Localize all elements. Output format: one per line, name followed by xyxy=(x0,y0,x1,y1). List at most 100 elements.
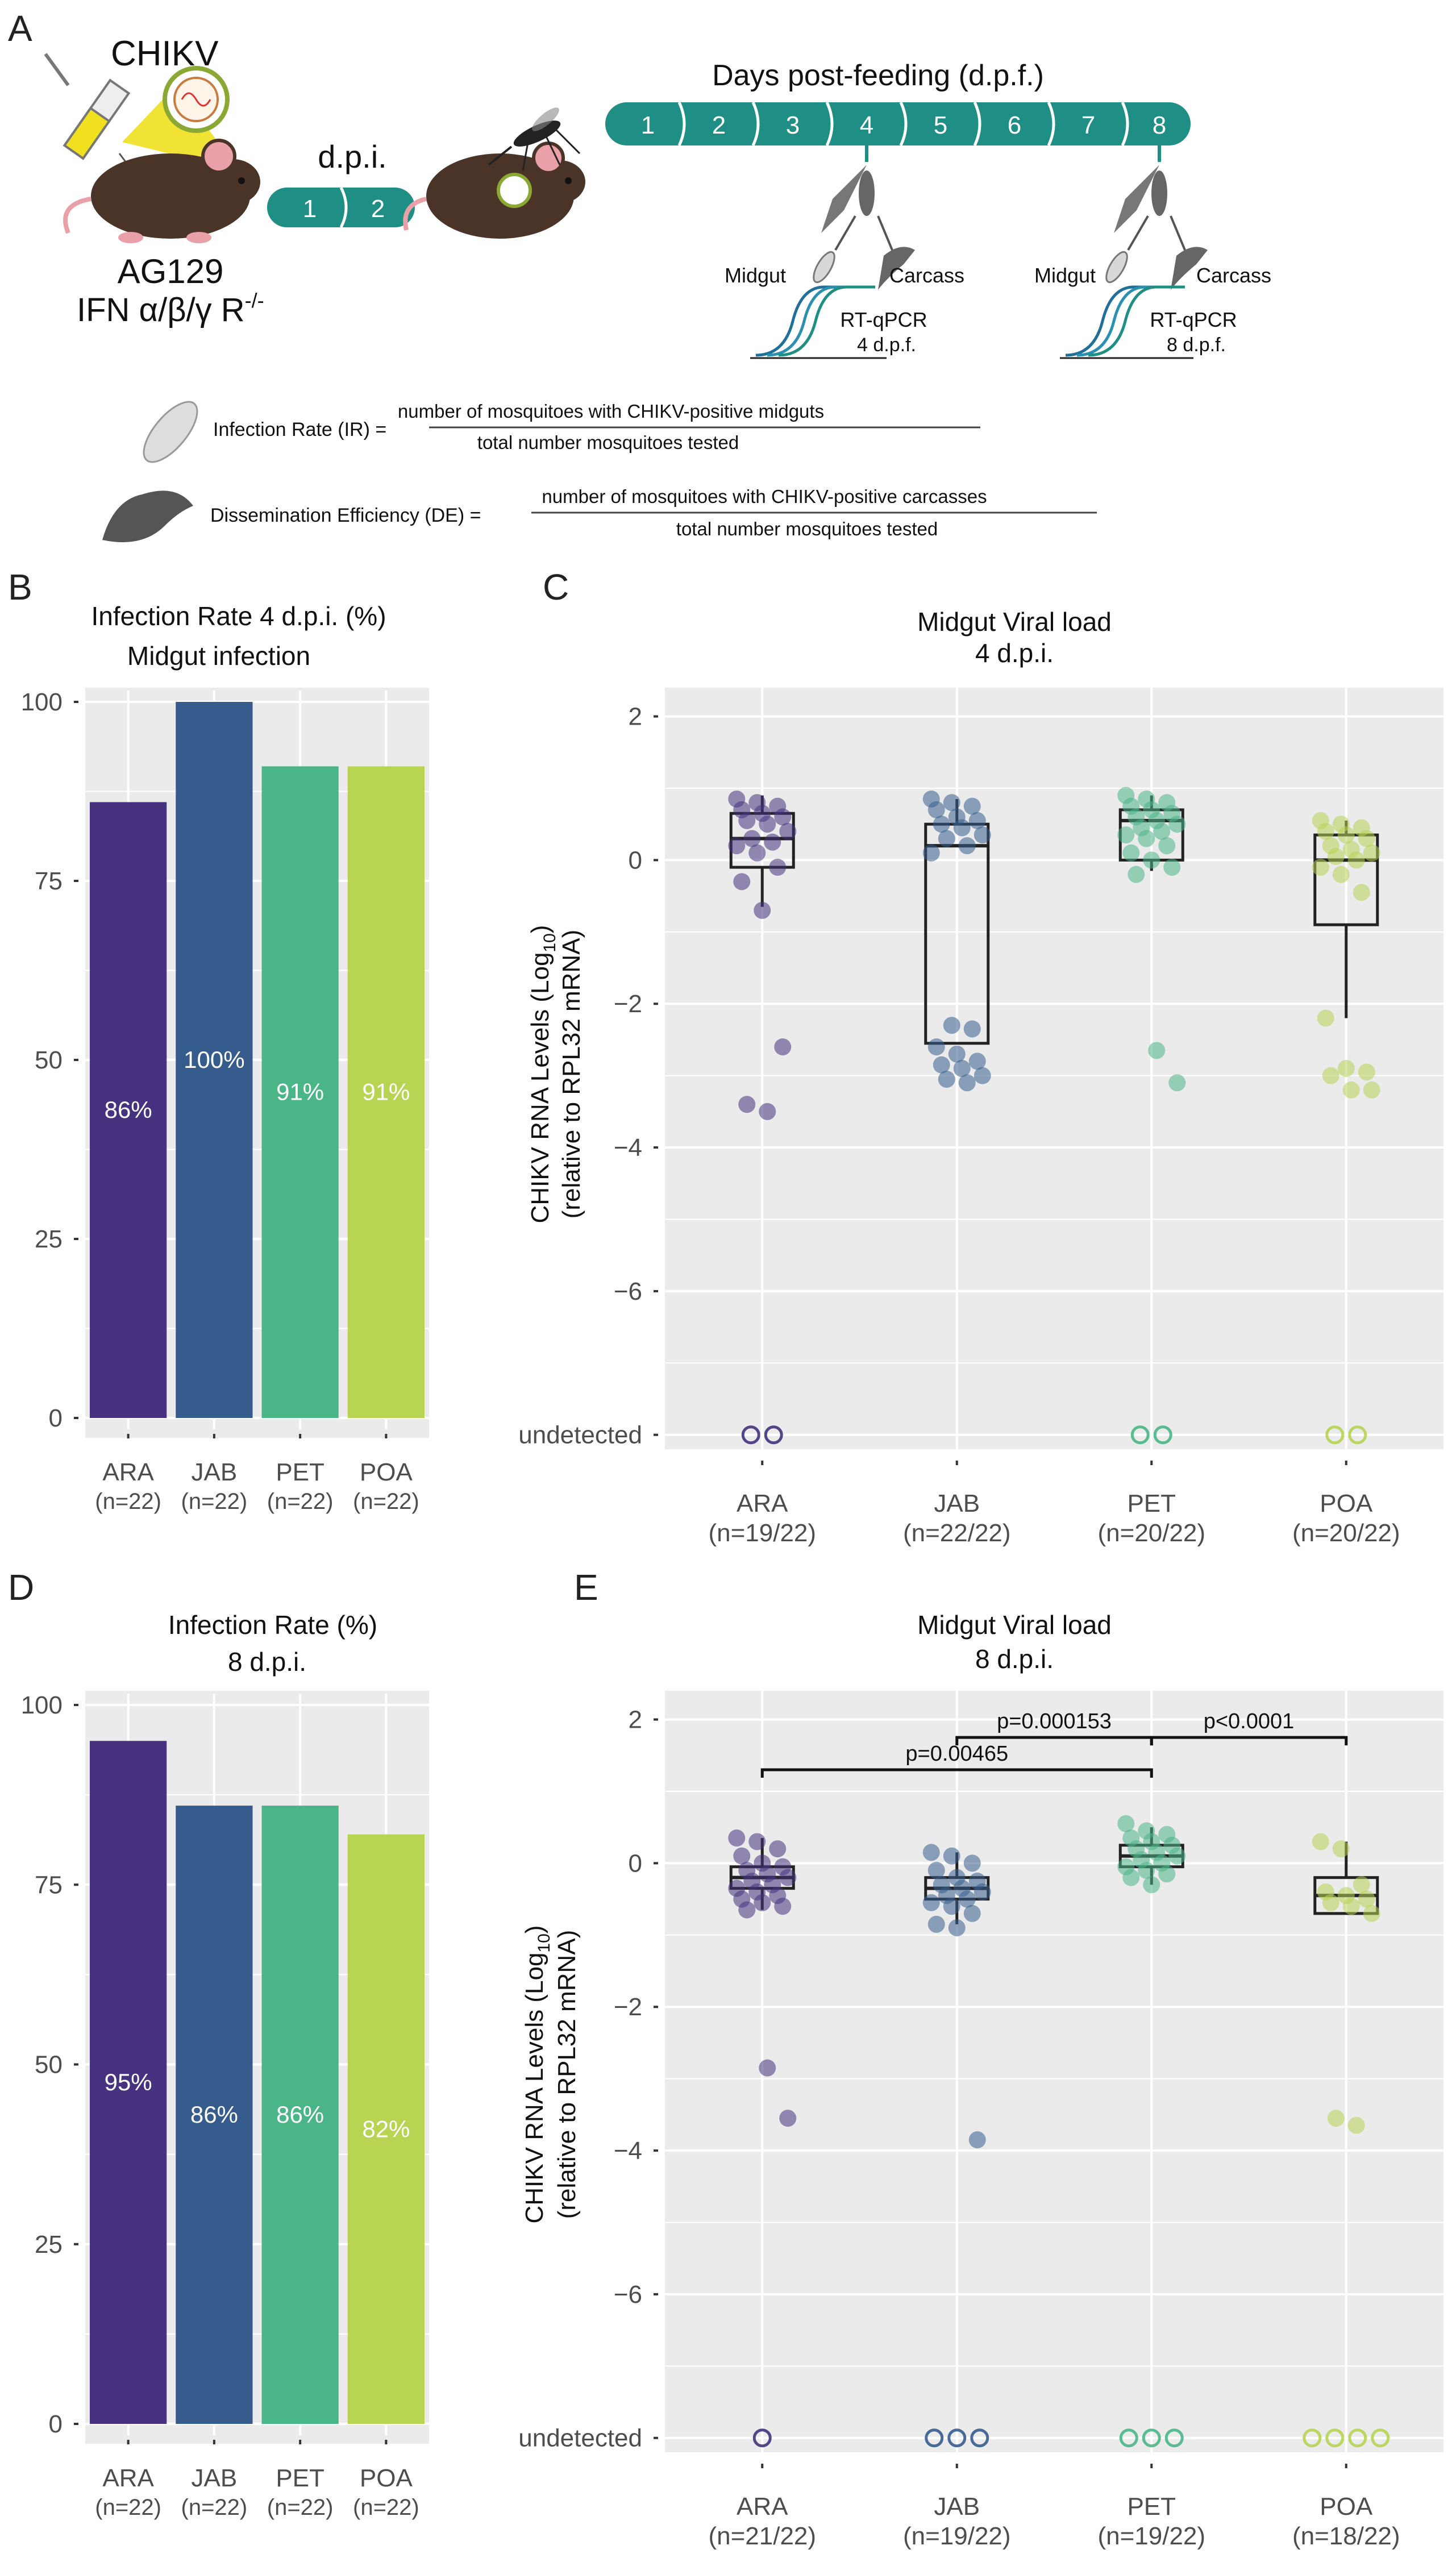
data-point xyxy=(922,1844,940,1861)
data-point xyxy=(974,826,991,844)
data-point-undetected xyxy=(925,2428,944,2448)
data-point xyxy=(1143,851,1160,869)
ir-numerator: number of mosquitoes with CHIKV-positive… xyxy=(398,401,824,422)
data-point xyxy=(1358,1063,1375,1081)
data-point xyxy=(938,1070,955,1088)
data-point xyxy=(1353,884,1370,901)
x-tick-label: POA xyxy=(360,1458,413,1486)
bar-data-label: 100% xyxy=(184,1046,244,1073)
data-point xyxy=(738,1096,756,1113)
data-point xyxy=(1138,830,1155,847)
data-point xyxy=(774,1898,792,1915)
rtqpcr-curves-icon xyxy=(750,285,887,359)
y-tick-label: 2 xyxy=(629,1706,642,1734)
y-tick-label: undetected xyxy=(518,1421,642,1449)
y-tick-label: 0 xyxy=(629,1849,642,1877)
bar-jab xyxy=(176,702,253,1418)
data-point xyxy=(754,901,771,919)
data-points xyxy=(728,1815,1390,2448)
gridlines xyxy=(665,1668,1443,2475)
x-tick-label: PET xyxy=(276,2464,325,2492)
x-axis: ARA(n=19/22)JAB(n=22/22)PET(n=20/22)POA(… xyxy=(708,1461,1400,1547)
x-tick-label: ARA xyxy=(102,2464,154,2492)
data-point xyxy=(728,837,746,855)
data-point xyxy=(1122,1869,1140,1886)
plot-panel xyxy=(665,1691,1443,2452)
panel-a: A CHIKV AG129 IFN α/β/γ R-/- xyxy=(8,8,1271,543)
rtqpcr-label: RT-qPCR xyxy=(1150,308,1237,331)
data-point-undetected xyxy=(947,2428,967,2448)
carcass-label: Carcass xyxy=(889,264,964,287)
data-point xyxy=(759,1103,776,1120)
data-point xyxy=(963,1904,981,1922)
chart-title: Infection Rate (%) xyxy=(168,1610,377,1640)
bar-data-label: 91% xyxy=(276,1079,324,1105)
data-point xyxy=(1342,1081,1360,1099)
data-point xyxy=(1337,826,1355,844)
x-tick-n-label: (n=22) xyxy=(353,2495,419,2520)
mosquito-dissection-icon xyxy=(1105,165,1208,290)
bar-data-label: 82% xyxy=(362,2115,410,2142)
x-tick-n-label: (n=18/22) xyxy=(1292,2522,1400,2550)
data-point-undetected xyxy=(752,2428,772,2448)
chart-subtitle: Midgut infection xyxy=(127,641,310,671)
data-point xyxy=(779,1869,797,1886)
data-point xyxy=(938,830,955,847)
x-tick-label: JAB xyxy=(934,2493,980,2521)
data-point-undetected xyxy=(1164,2428,1184,2448)
y-tick-label: −2 xyxy=(614,1993,642,2021)
y-axis: 2 0 −2 −4 −6 undetected xyxy=(518,1706,658,2452)
x-tick-n-label: (n=22) xyxy=(353,1489,419,1514)
data-point xyxy=(1158,1865,1176,1883)
midgut-icon xyxy=(143,401,198,463)
data-point xyxy=(1143,1876,1160,1894)
x-axis: ARA (n=22) JAB (n=22) PET (n=22) POA (n=22) xyxy=(95,1434,419,1514)
significance-label: p=0.00465 xyxy=(905,1742,1008,1766)
significance-bracket xyxy=(1150,1736,1348,1746)
infection-rate-8dpi-chart: Infection Rate (%) 8 d.p.i. 95% 86% 86% 82%… xyxy=(21,1610,429,2520)
mouse-icon xyxy=(63,139,260,243)
data-point xyxy=(1168,1074,1186,1092)
x-tick-n-label: (n=19/22) xyxy=(708,1519,816,1547)
x-tick-n-label: (n=19/22) xyxy=(1097,2522,1205,2550)
data-point xyxy=(1327,2110,1345,2127)
data-point-undetected xyxy=(1303,2428,1322,2448)
y-tick-label: 2 xyxy=(629,703,642,731)
chart-title: Infection Rate 4 d.p.i. (%) xyxy=(91,601,386,631)
data-point xyxy=(1347,851,1365,869)
x-tick-label: JAB xyxy=(192,2464,238,2492)
dpi-day: 2 xyxy=(371,195,385,223)
bar-ara xyxy=(90,1741,167,2424)
data-point xyxy=(968,1053,986,1070)
y-tick-label: 100 xyxy=(21,688,63,716)
mosquito-icon xyxy=(488,107,581,171)
data-point xyxy=(1363,1904,1380,1922)
data-point xyxy=(1138,1862,1155,1879)
rtqpcr-label: RT-qPCR xyxy=(840,308,927,331)
bar-pet xyxy=(261,766,339,1418)
data-point xyxy=(779,2110,797,2127)
significance-bracket xyxy=(760,1768,1153,1778)
x-tick-n-label: (n=22) xyxy=(95,1489,161,1514)
y-tick-label: undetected xyxy=(518,2424,642,2452)
data-point xyxy=(1158,837,1176,855)
bar-data-labels: 95% 86% 86% 82% xyxy=(105,2069,410,2142)
data-point xyxy=(943,1898,960,1915)
data-point xyxy=(1117,826,1135,844)
data-point xyxy=(1168,1847,1186,1865)
bar-data-label: 86% xyxy=(190,2101,238,2128)
data-point xyxy=(748,1833,766,1850)
data-point xyxy=(922,1894,940,1911)
data-point xyxy=(963,1854,981,1872)
bar-pet xyxy=(261,1806,339,2424)
y-axis: 100 75 50 25 0 xyxy=(21,1691,78,2438)
data-point xyxy=(743,830,761,847)
midgut-viral-load-4dpi-chart: Midgut Viral load 4 d.p.i. 2 0 −2 −4 −6 undet… xyxy=(518,607,1443,1547)
data-point xyxy=(963,1020,981,1038)
data-point xyxy=(1358,830,1375,847)
mouse-strain-label: AG129 xyxy=(118,252,224,290)
data-point xyxy=(1317,1009,1334,1027)
x-tick-n-label: (n=19/22) xyxy=(903,2522,1011,2550)
mouse-genotype-label: IFN α/β/γ R-/- xyxy=(77,289,264,328)
